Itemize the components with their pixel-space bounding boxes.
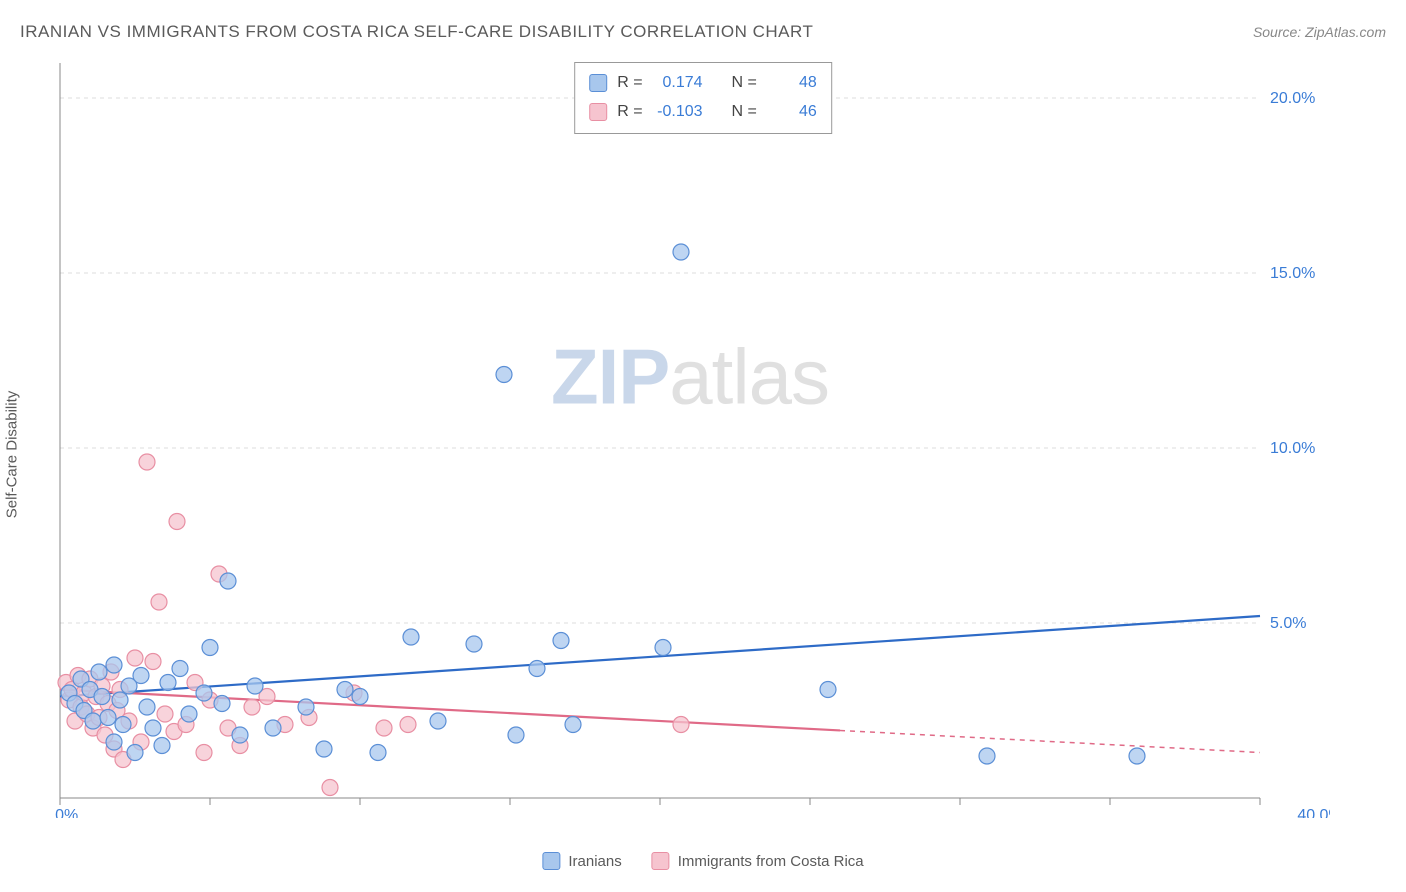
stats-row: R = 0.174 N = 48 [589,69,817,98]
chart-title: IRANIAN VS IMMIGRANTS FROM COSTA RICA SE… [20,22,813,42]
n-label: N = [731,98,756,127]
svg-text:0.0%: 0.0% [50,807,78,818]
svg-text:10.0%: 10.0% [1270,440,1315,457]
legend-swatch-pink [652,852,670,870]
n-label: N = [731,69,756,98]
x-axis-legend: Iranians Immigrants from Costa Rica [542,852,863,870]
svg-text:40.0%: 40.0% [1297,807,1330,818]
n-value: 46 [767,98,817,127]
r-label: R = [617,98,642,127]
chart-header: IRANIAN VS IMMIGRANTS FROM COSTA RICA SE… [20,22,1386,42]
legend-item: Immigrants from Costa Rica [652,852,864,870]
source-attribution: Source: ZipAtlas.com [1253,24,1386,40]
y-axis-label: Self-Care Disability [4,391,21,519]
svg-text:15.0%: 15.0% [1270,265,1315,282]
stats-swatch-blue [589,74,607,92]
legend-label: Immigrants from Costa Rica [678,853,864,870]
chart-container: ZIPatlas 5.0%10.0%15.0%20.0%0.0%40.0% [50,58,1330,818]
svg-text:5.0%: 5.0% [1270,615,1306,632]
n-value: 48 [767,69,817,98]
stats-swatch-pink [589,103,607,121]
r-label: R = [617,69,642,98]
scatter-chart: 5.0% 10.0% 15.0% 20.0% 0.0% 40.0% [50,58,1330,818]
svg-text:20.0%: 20.0% [1270,90,1315,107]
legend-item: Iranians [542,852,621,870]
legend-swatch-blue [542,852,560,870]
r-value: -0.103 [653,98,703,127]
correlation-stats-box: R = 0.174 N = 48 R = -0.103 N = 46 [574,62,832,134]
legend-label: Iranians [568,853,621,870]
r-value: 0.174 [653,69,703,98]
stats-row: R = -0.103 N = 46 [589,98,817,127]
